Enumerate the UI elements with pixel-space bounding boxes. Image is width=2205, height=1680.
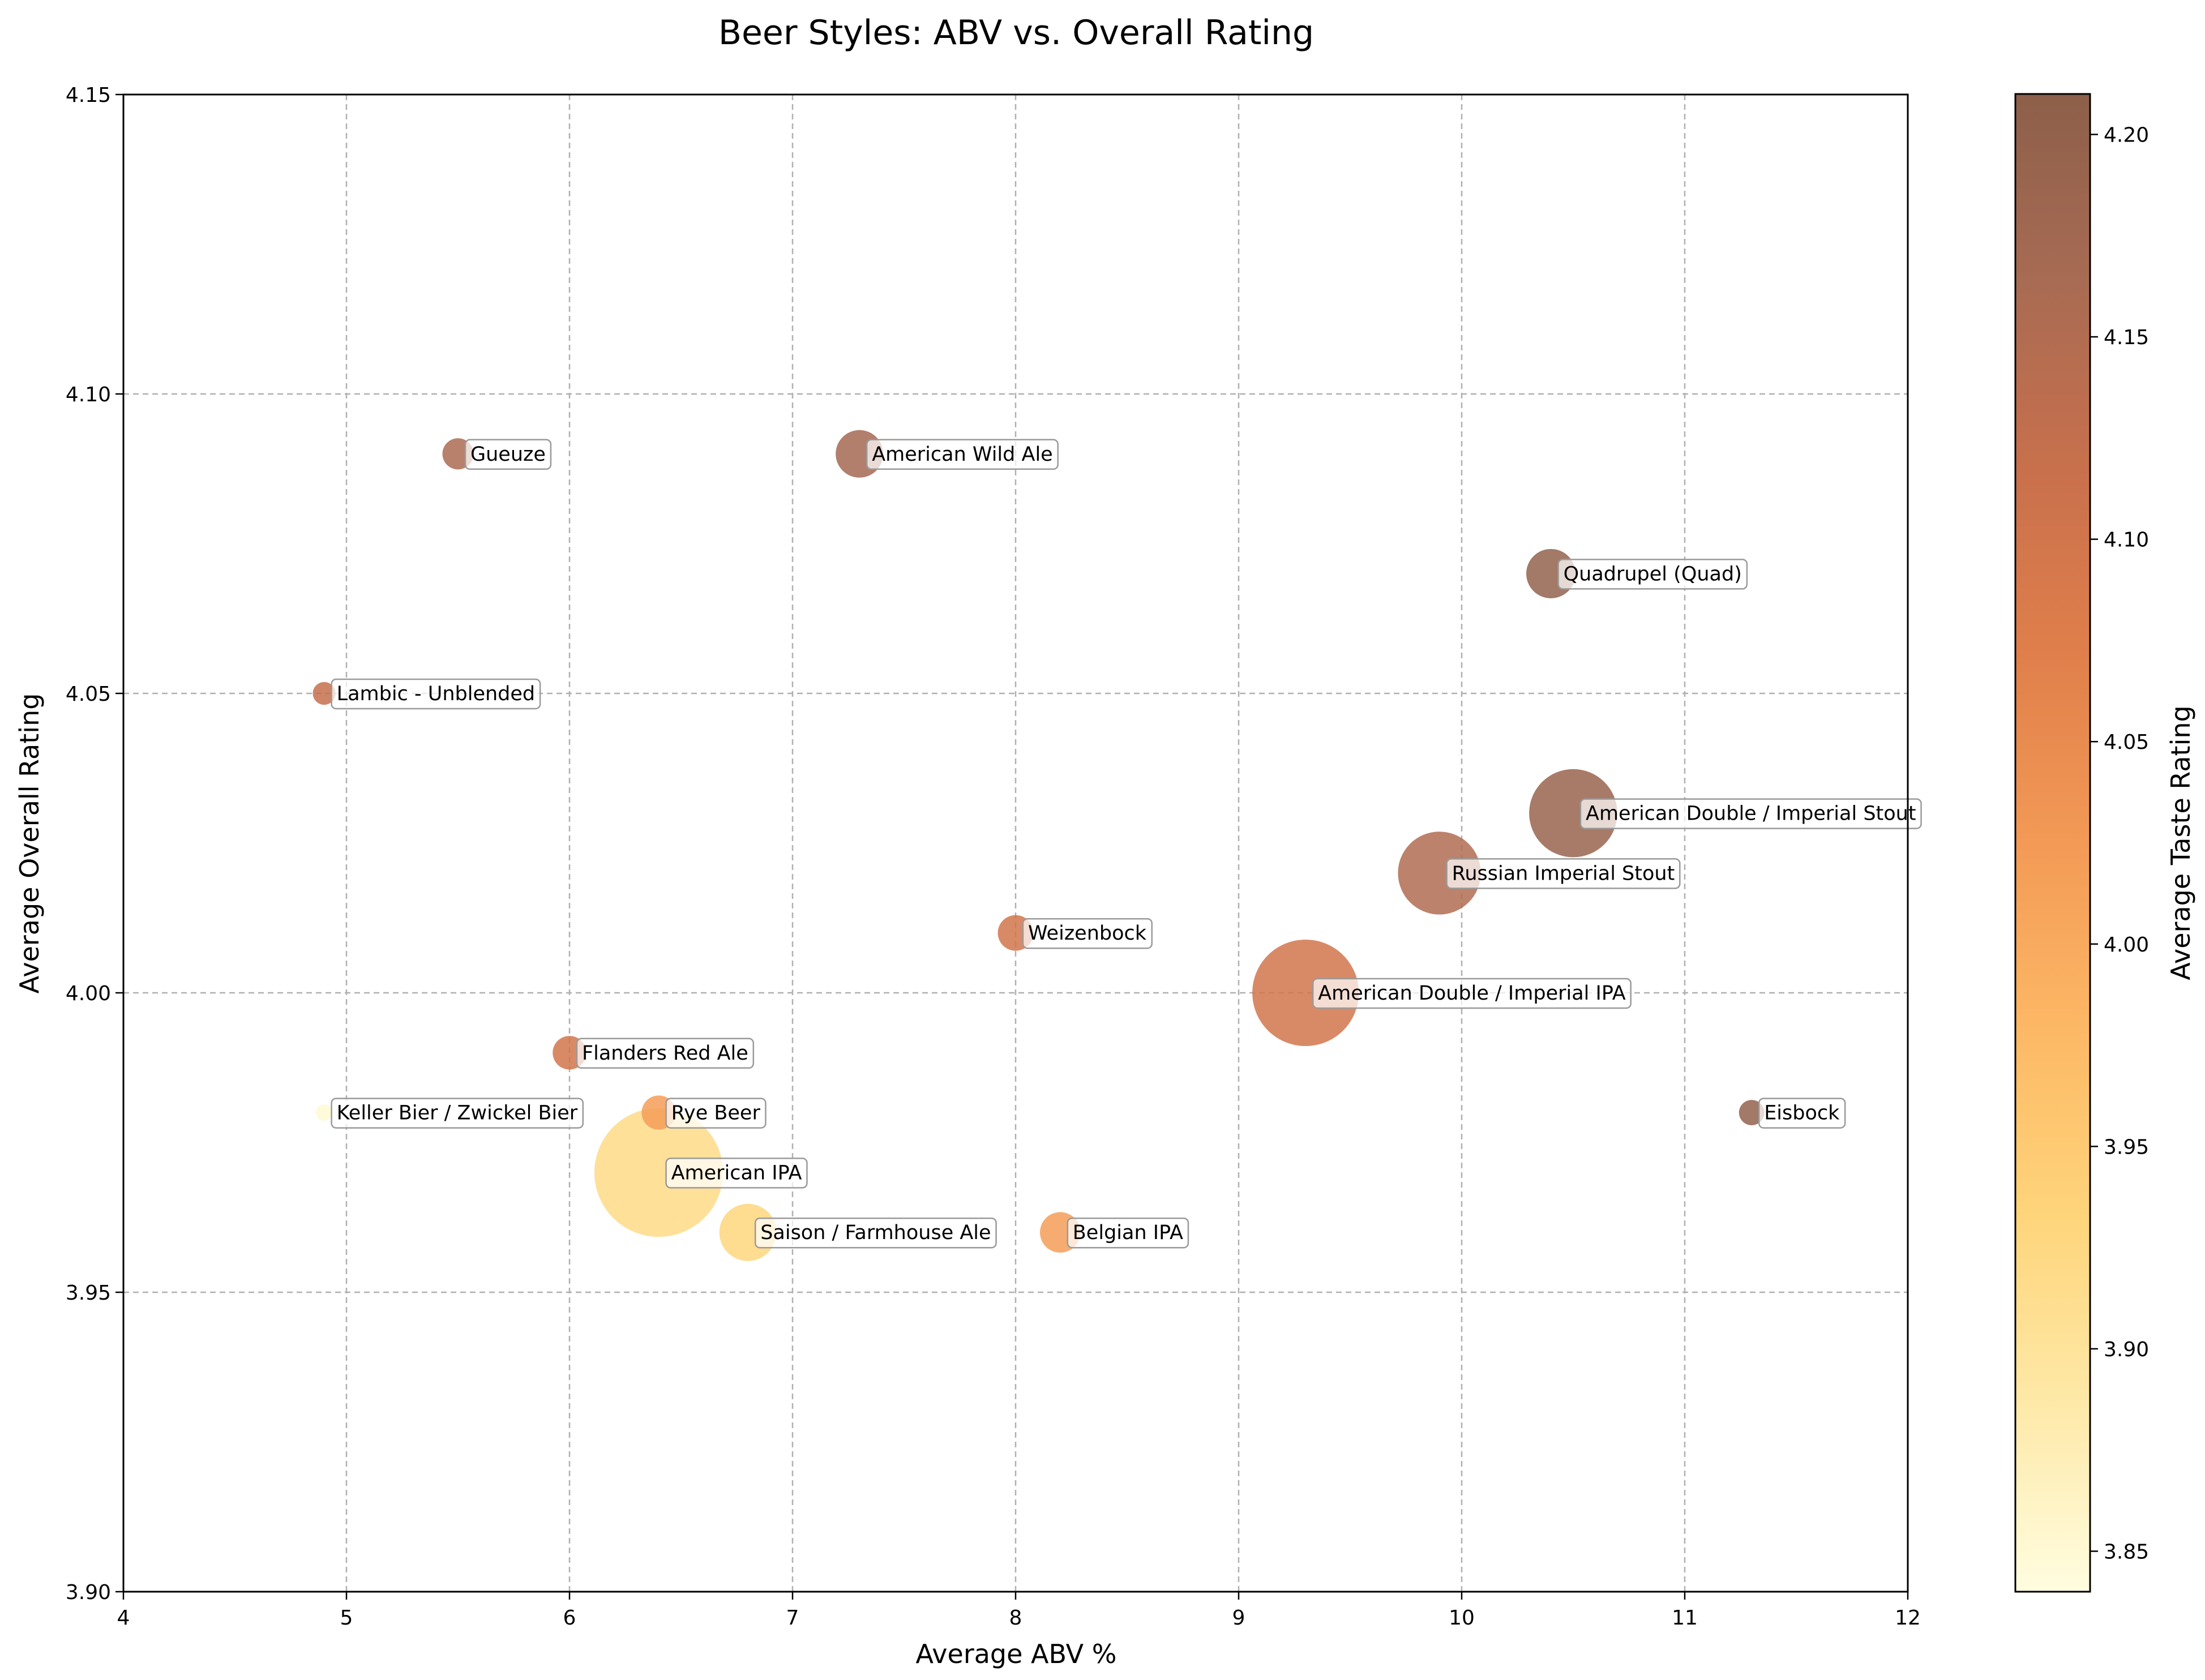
point-label-text: Weizenbock	[1028, 922, 1147, 945]
colorbar-tick-label: 4.20	[2104, 124, 2149, 147]
point-label-text: Russian Imperial Stout	[1452, 862, 1675, 885]
x-tick-label: 4	[117, 1606, 130, 1630]
point-label: Saison / Farmhouse Ale	[754, 1217, 997, 1249]
point-label: Rye Beer	[665, 1098, 767, 1129]
colorbar-tick-label: 4.00	[2104, 933, 2149, 957]
point-label-text: Lambic - Unblended	[337, 683, 536, 705]
point-label-text: Eisbock	[1764, 1102, 1840, 1125]
colorbar-tick-label: 3.90	[2104, 1338, 2149, 1361]
point-label: Lambic - Unblended	[331, 678, 541, 710]
colorbar	[2014, 93, 2091, 1593]
y-tick-label: 4.10	[66, 383, 111, 406]
point-label: Keller Bier / Zwickel Bier	[331, 1098, 584, 1129]
point-label-text: Flanders Red Ale	[582, 1042, 748, 1065]
y-axis-ticks: 3.90 3.95 4.00 4.05 4.10 4.15	[66, 84, 123, 1604]
y-tick-label: 4.05	[66, 683, 111, 706]
data-point	[1739, 1100, 1765, 1125]
x-axis-ticks: 4 5 6 7 8 9 10 11 12	[117, 1592, 1921, 1630]
point-label-text: Saison / Farmhouse Ale	[760, 1222, 991, 1244]
point-label: Flanders Red Ale	[576, 1038, 755, 1069]
point-label-text: Gueuze	[470, 443, 546, 466]
colorbar-ticks: 3.85 3.90 3.95 4.00 4.05 4.10 4.15 4.20	[2090, 124, 2149, 1563]
point-label-text: Rye Beer	[671, 1102, 761, 1125]
x-tick-label: 9	[1232, 1606, 1245, 1630]
x-tick-label: 8	[1009, 1606, 1022, 1630]
colorbar-label: Average Taste Rating	[2165, 705, 2196, 980]
x-tick-label: 12	[1895, 1606, 1921, 1630]
x-tick-label: 11	[1672, 1606, 1698, 1630]
colorbar-tick-label: 4.10	[2104, 529, 2149, 552]
grid-lines	[122, 93, 1909, 1593]
point-label: Russian Imperial Stout	[1446, 858, 1681, 889]
point-label: American Double / Imperial IPA	[1312, 978, 1632, 1009]
y-tick-label: 4.15	[66, 84, 111, 107]
point-label: Gueuze	[464, 439, 552, 470]
point-label: Belgian IPA	[1067, 1217, 1189, 1249]
point-label-text: American Double / Imperial IPA	[1318, 982, 1626, 1005]
point-label-text: American Wild Ale	[872, 443, 1053, 466]
point-label: Eisbock	[1758, 1098, 1846, 1129]
point-label-text: Quadrupel (Quad)	[1564, 563, 1742, 585]
x-axis-label: Average ABV %	[916, 1639, 1117, 1669]
x-tick-label: 6	[563, 1606, 576, 1630]
data-point	[312, 682, 336, 705]
y-tick-label: 3.95	[66, 1282, 111, 1305]
y-axis-label: Average Overall Rating	[14, 693, 45, 994]
point-label: American Wild Ale	[866, 439, 1059, 470]
point-label-text: American Double / Imperial Stout	[1586, 803, 1916, 825]
colorbar-tick-label: 4.05	[2104, 731, 2149, 754]
data-point	[1529, 769, 1617, 858]
point-label-text: Belgian IPA	[1073, 1222, 1183, 1244]
x-tick-label: 7	[786, 1606, 799, 1630]
point-label: American Double / Imperial Stout	[1579, 798, 1922, 829]
point-label: Quadrupel (Quad)	[1557, 559, 1748, 590]
x-tick-label: 5	[340, 1606, 353, 1630]
point-label: Weizenbock	[1022, 918, 1153, 949]
colorbar-tick-label: 3.85	[2104, 1540, 2149, 1563]
y-tick-label: 3.90	[66, 1581, 111, 1604]
data-point	[594, 1108, 723, 1237]
x-tick-label: 10	[1449, 1606, 1475, 1630]
data-point	[1252, 939, 1359, 1047]
point-label: American IPA	[665, 1158, 808, 1189]
data-point	[316, 1104, 333, 1121]
colorbar-tick-label: 4.15	[2104, 326, 2149, 349]
data-point	[1398, 832, 1481, 915]
data-points	[312, 430, 1765, 1261]
point-labels: Gueuze American Wild Ale Quadrupel (Quad) L…	[331, 439, 1922, 1249]
chart-title: Beer Styles: ABV vs. Overall Rating	[718, 13, 1314, 53]
point-label-text: American IPA	[671, 1162, 802, 1184]
y-tick-label: 4.00	[66, 982, 111, 1005]
point-label-text: Keller Bier / Zwickel Bier	[337, 1102, 578, 1125]
colorbar-tick-label: 3.95	[2104, 1135, 2149, 1159]
